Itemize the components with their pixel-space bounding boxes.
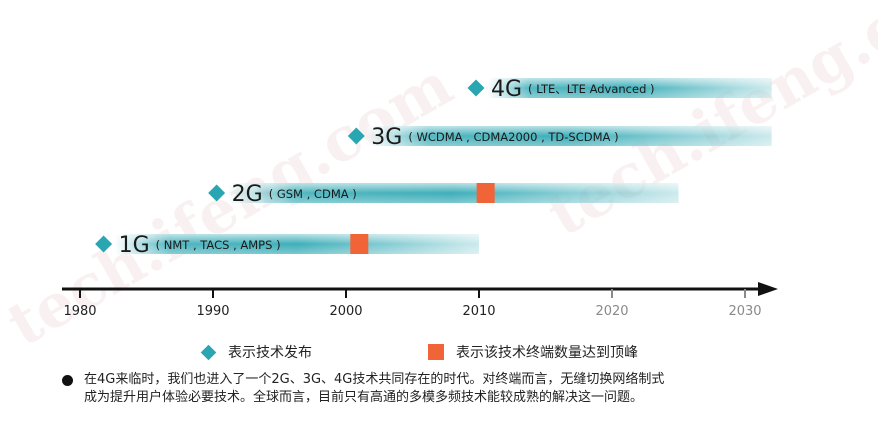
peak-marker — [350, 234, 369, 254]
x-tick-label: 1990 — [196, 304, 229, 319]
generation-bar-shine — [367, 126, 772, 146]
chart-canvas: 1980 1990 2000 2010 2020 2030 1G ( NMT , TACS ,… — [62, 77, 778, 319]
footnote: 在4G来临时，我们也进入了一个2G、3G、4G技术共同存在的时代。对终端而言，无… — [62, 371, 782, 407]
generation-techs: ( GSM , CDMA ) — [269, 187, 357, 201]
release-diamond-icon — [208, 184, 226, 202]
generation-name: 4G — [491, 77, 522, 102]
generation-techs: ( WCDMA , CDMA2000 , TD-SCDMA ) — [408, 130, 618, 144]
generation-bar-shine — [114, 234, 479, 254]
peak-marker — [476, 183, 495, 203]
x-tick-label: 2000 — [329, 304, 362, 319]
release-diamond-icon — [95, 235, 113, 253]
release-diamond-icon — [347, 127, 365, 145]
generation-bar-shine — [227, 183, 679, 203]
generation-name: 3G — [371, 125, 402, 150]
x-axis-arrow-icon — [758, 282, 778, 296]
release-diamond-icon — [467, 79, 485, 97]
bullet-icon — [62, 375, 73, 386]
generation-bar-shine — [487, 78, 772, 98]
x-tick-label: 1980 — [63, 304, 96, 319]
generation-techs: ( LTE、LTE Advanced ) — [528, 82, 654, 96]
generation-name: 1G — [119, 233, 150, 258]
x-tick-label: 2020 — [595, 304, 628, 319]
generation-techs: ( NMT , TACS , AMPS ) — [156, 238, 281, 252]
x-tick-label: 2030 — [728, 304, 761, 319]
generation-name: 2G — [232, 182, 263, 207]
footnote-line-2: 成为提升用户体验必要技术。全球而言，目前只有高通的多模多频技术能较成熟的解决这一… — [84, 390, 644, 405]
x-tick-label: 2010 — [462, 304, 495, 319]
footnote-line-1: 在4G来临时，我们也进入了一个2G、3G、4G技术共同存在的时代。对终端而言，无… — [84, 372, 665, 387]
